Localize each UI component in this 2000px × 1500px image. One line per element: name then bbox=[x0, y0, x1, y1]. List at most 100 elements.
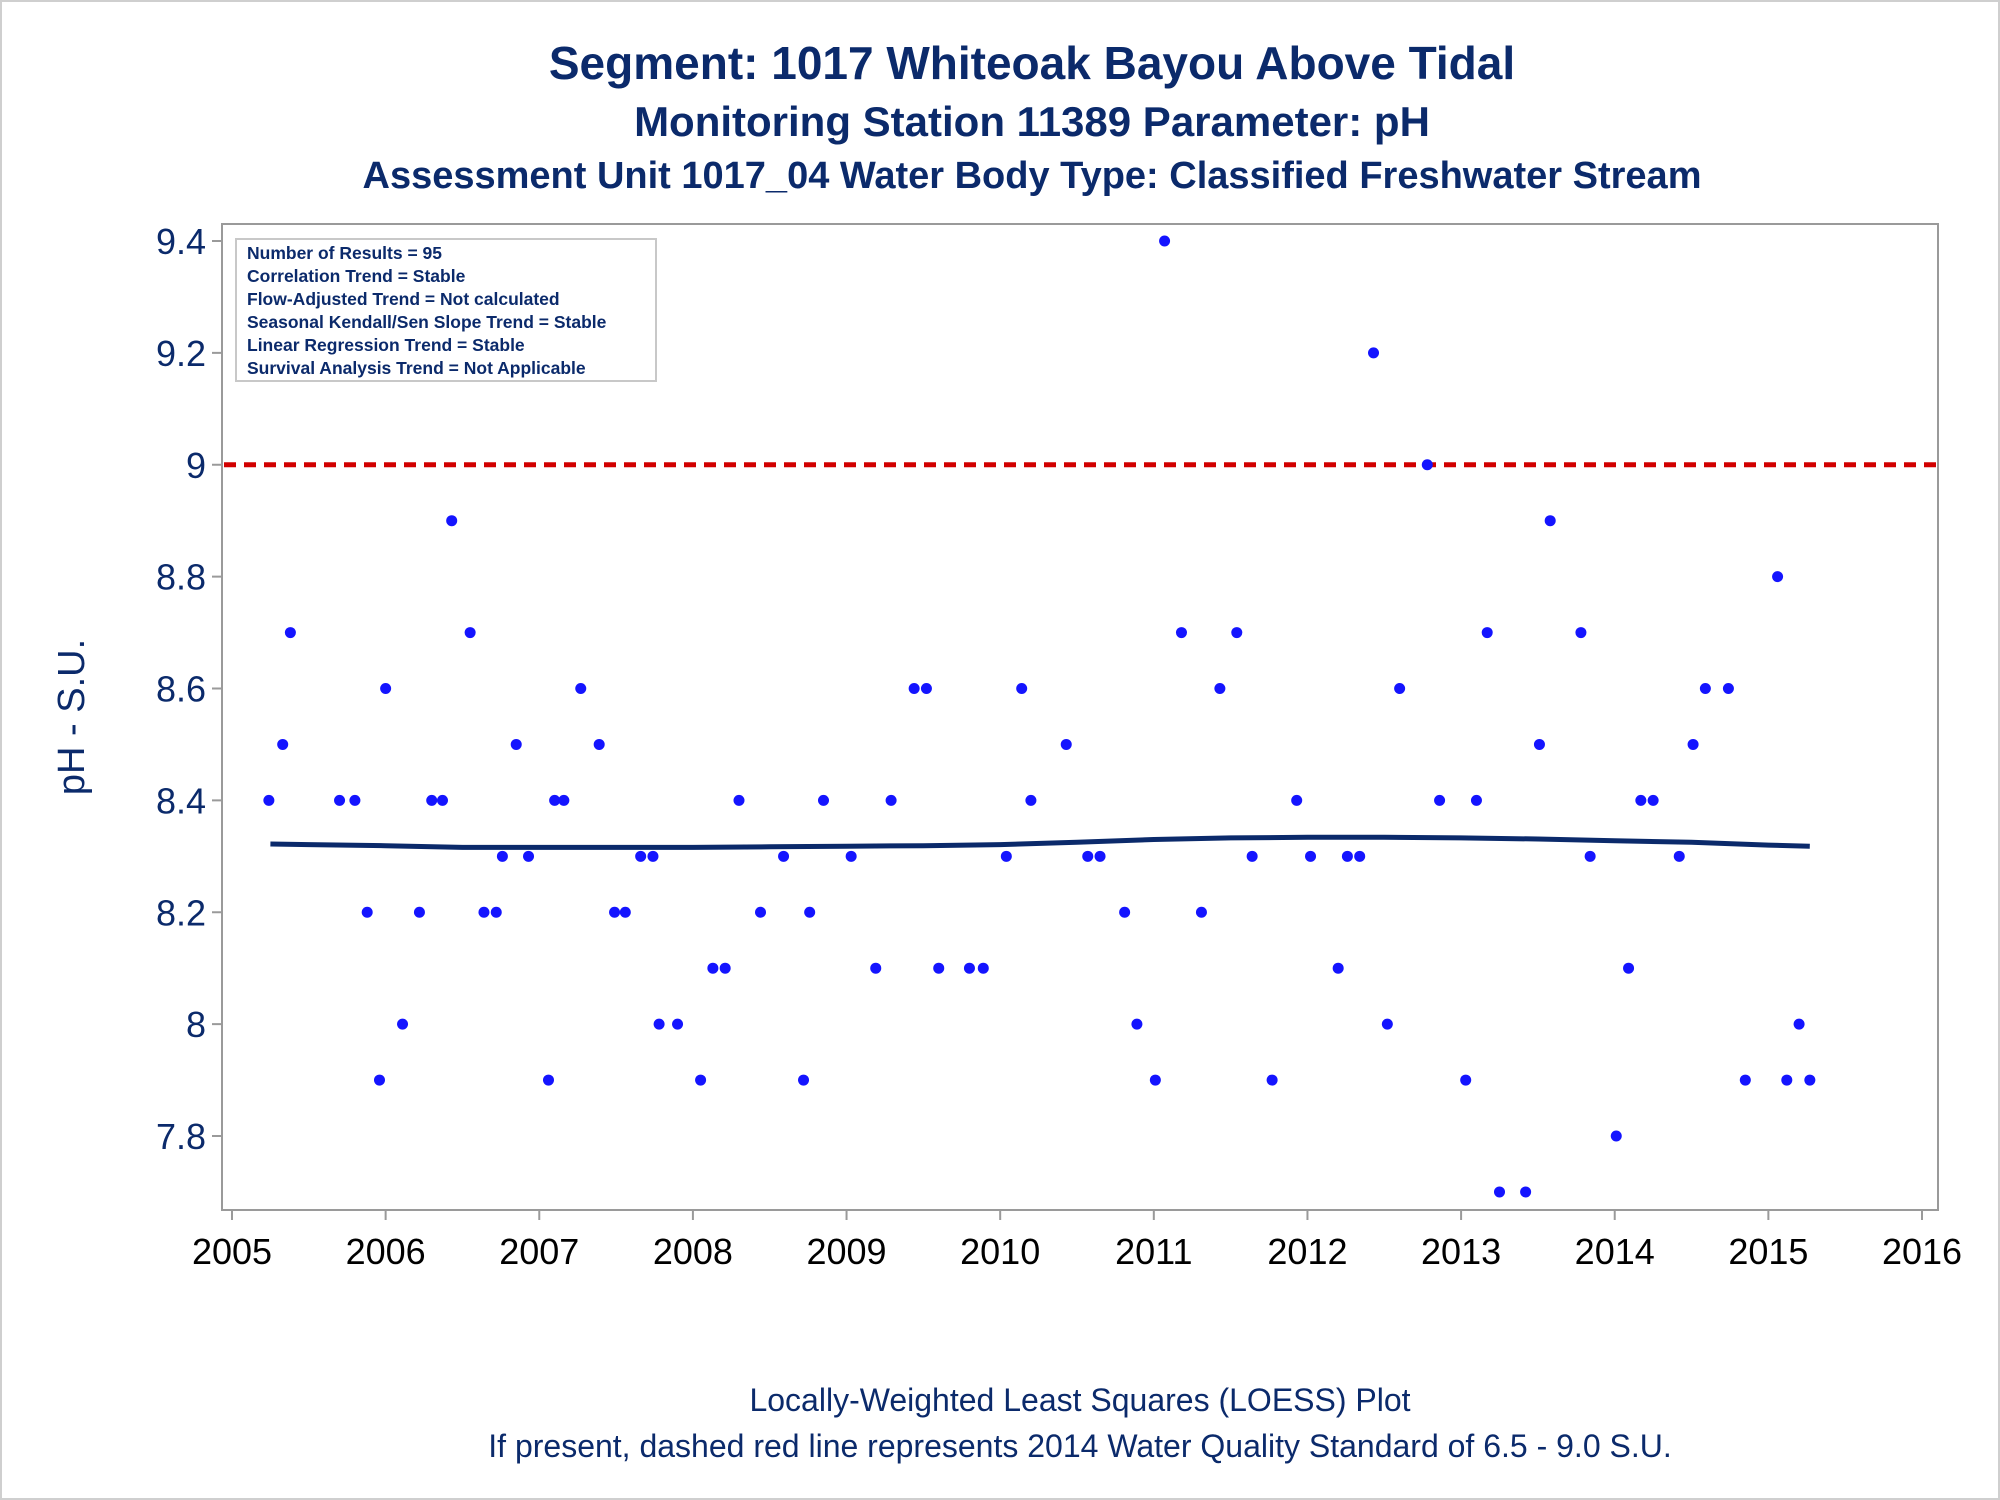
data-point bbox=[1533, 738, 1545, 750]
data-point bbox=[1000, 850, 1012, 862]
x-tick-label: 2011 bbox=[1115, 1231, 1192, 1272]
x-tick-label: 2006 bbox=[346, 1231, 426, 1272]
stats-line: Flow-Adjusted Trend = Not calculated bbox=[247, 289, 560, 309]
data-point bbox=[426, 794, 438, 806]
data-point bbox=[478, 906, 490, 918]
data-point bbox=[1635, 794, 1647, 806]
stats-box: Number of Results = 95 Correlation Trend … bbox=[235, 238, 657, 382]
data-point bbox=[1381, 1018, 1393, 1030]
footer-line-1: Locally-Weighted Least Squares (LOESS) P… bbox=[749, 1382, 1411, 1418]
loess-line bbox=[270, 834, 1810, 850]
data-point bbox=[778, 850, 790, 862]
data-point bbox=[523, 850, 535, 862]
data-point bbox=[1394, 683, 1406, 694]
data-point bbox=[284, 627, 296, 639]
data-points-layer bbox=[263, 235, 1816, 1198]
data-point bbox=[349, 794, 361, 806]
data-point bbox=[920, 683, 932, 694]
data-point bbox=[1246, 850, 1258, 862]
x-tick-label: 2008 bbox=[653, 1231, 733, 1272]
data-point bbox=[1159, 235, 1171, 247]
data-point bbox=[647, 850, 659, 862]
x-tick-label: 2005 bbox=[192, 1231, 272, 1272]
stats-line: Number of Results = 95 bbox=[247, 243, 442, 263]
x-tick-label: 2007 bbox=[499, 1231, 579, 1272]
data-point bbox=[1470, 794, 1482, 806]
data-point bbox=[933, 962, 945, 974]
data-point bbox=[549, 794, 561, 806]
chart-subtitle: Monitoring Station 11389 Parameter: pH bbox=[634, 98, 1430, 145]
chart-subtitle-2: Assessment Unit 1017_04 Water Body Type:… bbox=[362, 155, 1702, 197]
data-point bbox=[908, 683, 920, 694]
data-point bbox=[885, 794, 897, 806]
y-tick-label: 7.8 bbox=[156, 1116, 206, 1157]
data-point bbox=[380, 683, 392, 694]
axes-layer: 7.8 8 8.2 8.4 8.6 8.8 9 9.2 9.4 2005 2006 2007 2008 2… bbox=[156, 221, 1962, 1272]
data-point bbox=[1772, 571, 1784, 583]
data-point bbox=[1804, 1074, 1816, 1086]
y-tick-label: 8.8 bbox=[156, 557, 206, 598]
data-point bbox=[263, 794, 275, 806]
data-point bbox=[1434, 794, 1446, 806]
data-point bbox=[977, 962, 989, 974]
data-point bbox=[1131, 1018, 1143, 1030]
chart-title: Segment: 1017 Whiteoak Bayou Above Tidal bbox=[548, 37, 1516, 89]
data-point bbox=[870, 962, 882, 974]
data-point bbox=[464, 627, 476, 639]
y-tick-label: 8.4 bbox=[156, 780, 206, 821]
y-tick-label: 8 bbox=[186, 1004, 206, 1045]
y-tick-label: 9.4 bbox=[156, 221, 206, 262]
data-point bbox=[1520, 1186, 1532, 1198]
data-point bbox=[1722, 683, 1734, 694]
stats-line: Correlation Trend = Stable bbox=[247, 266, 466, 286]
data-point bbox=[1082, 850, 1094, 862]
y-tick-label: 8.2 bbox=[156, 892, 206, 933]
data-point bbox=[490, 906, 502, 918]
data-point bbox=[755, 906, 767, 918]
data-point bbox=[277, 738, 289, 750]
data-point bbox=[1647, 794, 1659, 806]
x-tick-label: 2014 bbox=[1575, 1231, 1655, 1272]
data-point bbox=[1341, 850, 1353, 862]
stats-box-border bbox=[235, 238, 657, 382]
data-point bbox=[413, 906, 425, 918]
data-point bbox=[334, 794, 346, 806]
data-point bbox=[963, 962, 975, 974]
data-point bbox=[1266, 1074, 1278, 1086]
data-point bbox=[1739, 1074, 1751, 1086]
data-point bbox=[361, 906, 373, 918]
y-tick-label: 8.6 bbox=[156, 669, 206, 710]
y-tick-label: 9.2 bbox=[156, 333, 206, 374]
stats-line: Survival Analysis Trend = Not Applicable bbox=[247, 358, 586, 378]
data-point bbox=[1175, 627, 1187, 639]
data-point bbox=[619, 906, 631, 918]
data-point bbox=[1687, 738, 1699, 750]
data-point bbox=[373, 1074, 385, 1086]
data-point bbox=[798, 1074, 810, 1086]
plot-area-frame bbox=[221, 223, 1939, 1211]
x-tick-label: 2015 bbox=[1728, 1231, 1808, 1272]
data-point bbox=[1368, 347, 1380, 359]
data-point bbox=[1332, 962, 1344, 974]
x-tick-label: 2010 bbox=[960, 1231, 1040, 1272]
data-point bbox=[1460, 1074, 1472, 1086]
data-point bbox=[1494, 1186, 1505, 1198]
data-point bbox=[436, 794, 448, 806]
data-point bbox=[558, 794, 570, 806]
data-point bbox=[1025, 794, 1037, 806]
data-point bbox=[397, 1018, 409, 1030]
stats-line: Linear Regression Trend = Stable bbox=[247, 335, 525, 355]
x-tick-label: 2013 bbox=[1421, 1231, 1501, 1272]
data-point bbox=[635, 850, 647, 862]
loess-curve-layer bbox=[270, 834, 1810, 850]
data-point bbox=[1584, 850, 1596, 862]
data-point bbox=[695, 1074, 707, 1086]
data-point bbox=[575, 683, 587, 694]
data-point bbox=[719, 962, 731, 974]
y-tick-label: 9 bbox=[186, 445, 206, 486]
data-point bbox=[1575, 627, 1587, 639]
data-point bbox=[707, 962, 719, 974]
data-point bbox=[1421, 459, 1433, 471]
